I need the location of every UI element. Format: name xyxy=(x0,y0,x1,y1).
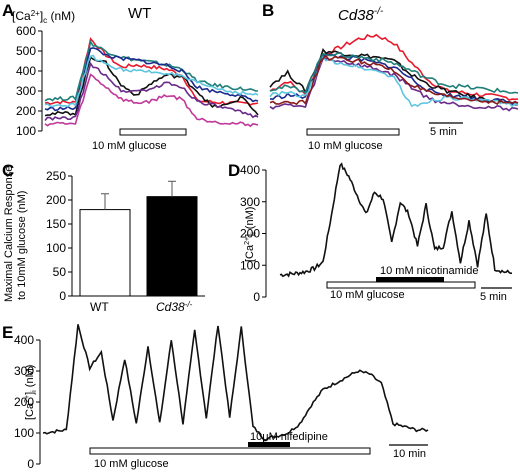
panel-d-scalebar-label: 5 min xyxy=(480,291,507,303)
panel-d-glucose-label: 10 mM glucose xyxy=(330,289,405,301)
panel-a-series-line xyxy=(44,54,259,108)
panel-a-yaxis-tick-label: 200 xyxy=(16,104,36,118)
panel-d-ylabel: [Ca2+]i (nM) xyxy=(244,207,258,262)
panel-c-yaxis-tick-label: 250 xyxy=(46,169,66,183)
panel-c-xlabel-wt: WT xyxy=(90,300,109,314)
panel-d-trace xyxy=(279,162,513,278)
panel-e-series-line xyxy=(42,324,429,442)
panel-a-series-line xyxy=(44,73,259,128)
panel-d-nicotinamide-bar xyxy=(376,277,444,282)
panel-d-glucose-bar xyxy=(326,281,476,289)
panel-c-bars xyxy=(79,180,198,297)
panel-d-yaxis-tick-label: 400 xyxy=(240,163,260,177)
panel-e-yaxis-tick-label: 400 xyxy=(14,333,34,347)
panel-e-glucose-bar xyxy=(89,447,371,455)
panel-d-axis: 0 100 200 300 400 xyxy=(240,163,267,304)
panel-b-series-line xyxy=(269,51,519,95)
panel-e-yaxis-tick-label: 200 xyxy=(14,395,34,409)
panel-a-glucose-label: 10 mM glucose xyxy=(92,140,167,152)
panel-b-series-line xyxy=(269,55,519,108)
panel-c-ylabel-line2: to 10mM glucose (nM) xyxy=(16,191,28,300)
panel-a-ylabel: [Ca2+]c (nM) xyxy=(12,9,75,25)
panel-b-scalebar-label: 5 min xyxy=(430,126,457,138)
panel-e-nifedipine-bar xyxy=(248,442,290,447)
panel-b-letter: B xyxy=(262,1,274,20)
panel-c-xlabel-cd38: Cd38-/- xyxy=(156,300,193,314)
panel-d-series-line xyxy=(279,162,513,278)
panel-a-yaxis-tick-label: 100 xyxy=(16,124,36,138)
panel-a-title: WT xyxy=(128,5,151,22)
panel-a-axis: 100 200 300 400 500 600 xyxy=(16,24,43,138)
panel-a-yaxis-tick-label: 300 xyxy=(16,84,36,98)
panel-d-letter: D xyxy=(228,161,240,180)
panel-b-glucose-bar xyxy=(306,128,400,136)
panel-e-ylabel: [Ca2+]i (nM) xyxy=(24,365,38,420)
panel-e-trace xyxy=(42,324,429,442)
panel-e-yaxis-tick-label: 0 xyxy=(27,457,34,471)
panel-e-nifedipine-label: 10μM nifedipine xyxy=(250,431,328,443)
panel-c-ylabel-line1: Maximal Calcium Response xyxy=(3,166,15,302)
panel-b-traces xyxy=(269,33,519,112)
panel-d-yaxis-tick-label: 200 xyxy=(240,227,260,241)
panel-c-yaxis-tick-label: 150 xyxy=(46,217,66,231)
panel-c-bar xyxy=(79,209,131,297)
panel-e-glucose-label: 10 mM glucose xyxy=(94,458,169,470)
panel-e-axis: 0 100 200 300 400 xyxy=(14,333,41,471)
panel-e-scalebar-label: 10 min xyxy=(393,448,426,460)
panel-b-series-line xyxy=(269,57,519,112)
panel-e-yaxis-tick-label: 100 xyxy=(14,426,34,440)
panel-a-glucose-bar xyxy=(119,128,187,136)
panel-e-letter: E xyxy=(2,323,13,342)
panel-a-series-line xyxy=(44,56,259,117)
panel-c-yaxis-tick-label: 50 xyxy=(53,265,67,279)
panel-a-traces xyxy=(44,37,259,128)
panel-a-letter: A xyxy=(2,1,14,20)
panel-a-yaxis-tick-label: 400 xyxy=(16,64,36,78)
panel-b-glucose-label: 10 mM glucose xyxy=(308,140,383,152)
panel-e-yaxis-tick-label: 300 xyxy=(14,364,34,378)
panel-a-series-line xyxy=(44,61,259,122)
panel-c-yaxis-tick-label: 100 xyxy=(46,241,66,255)
panel-a-series-line xyxy=(44,39,259,102)
panel-c-yaxis-tick-label: 0 xyxy=(59,289,66,303)
panel-d-yaxis-tick-label: 100 xyxy=(240,258,260,272)
panel-c-yaxis-tick-label: 200 xyxy=(46,193,66,207)
panel-c-letter: C xyxy=(2,161,14,180)
panel-a-yaxis-tick-label: 600 xyxy=(16,24,36,38)
panel-d-yaxis-tick-label: 0 xyxy=(253,290,260,304)
panel-d-nicotinamide-label: 10 mM nicotinamide xyxy=(380,265,478,277)
panel-b-series-line xyxy=(269,54,519,106)
panel-b-title: Cd38-/- xyxy=(338,6,384,24)
panel-a-yaxis-tick-label: 500 xyxy=(16,44,36,58)
panel-d-yaxis-tick-label: 300 xyxy=(240,195,260,209)
panel-c-bar xyxy=(146,196,198,297)
